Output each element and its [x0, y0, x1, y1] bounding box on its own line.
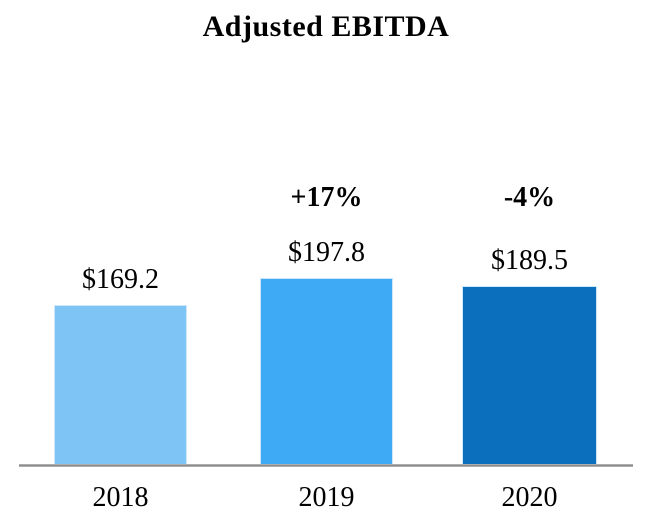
x-axis-label-2019: 2019	[298, 482, 355, 513]
bar-value-label-2020: $189.5	[491, 245, 568, 276]
chart-title: Adjusted EBITDA	[202, 10, 450, 43]
x-axis-line	[19, 464, 633, 467]
pct-change-label-2020: -4%	[503, 182, 556, 213]
bar-value-label-2019: $197.8	[288, 237, 365, 268]
bar-group-2019: +17% $197.8 2019	[260, 0, 393, 532]
bar-2020	[462, 286, 597, 465]
bar-value-label-2018: $169.2	[82, 264, 159, 295]
bar-2018	[54, 305, 187, 465]
bar-group-2020: -4% $189.5 2020	[462, 0, 597, 532]
x-axis-label-2020: 2020	[501, 482, 558, 513]
pct-change-label-2019: +17%	[290, 182, 363, 213]
bar-group-2018: $169.2 2018	[54, 0, 187, 532]
x-axis-label-2018: 2018	[92, 482, 149, 513]
bar-2019	[260, 278, 393, 465]
